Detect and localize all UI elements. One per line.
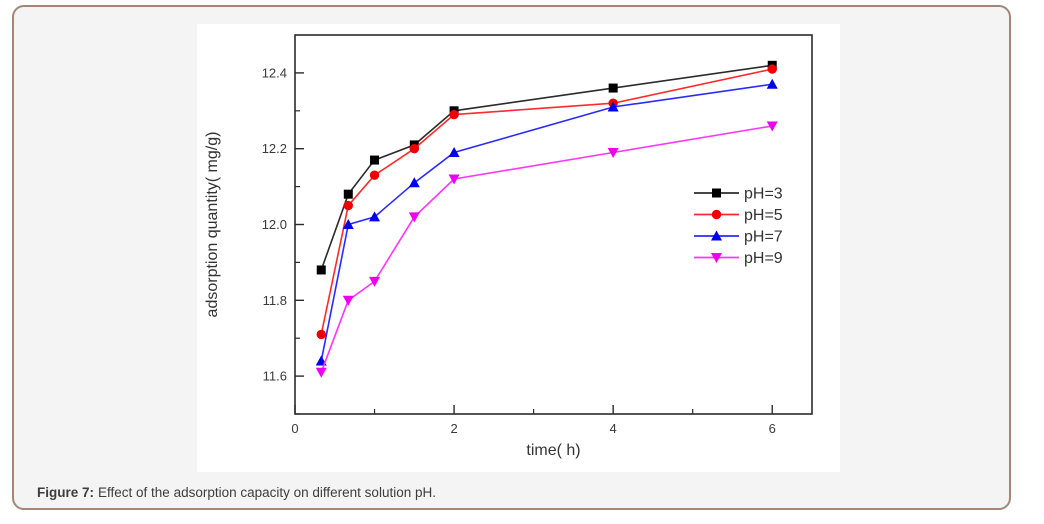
figure-panel: 0 2 4 6 11.6 11.8 12.0 12.2 12.4 time( h) adsorpti… [197,24,840,472]
legend-marker [711,230,722,241]
series-ph-7-marker [369,211,381,222]
y-tick-label: 11.8 [263,293,287,308]
plot-border [294,34,813,415]
series-ph-5-marker [449,109,459,120]
series-ph-7-marker [766,78,778,89]
legend-label: pH=7 [744,229,783,246]
x-tick-label: 2 [450,421,457,436]
series-ph-3-line [320,64,773,271]
series-ph-9-marker [607,147,619,158]
y-tick-label: 11.6 [263,369,287,384]
series-ph-7-marker [448,146,460,157]
figure-card: 0 2 4 6 11.6 11.8 12.0 12.2 12.4 time( h) adsorpti… [12,5,1011,510]
y-tick-label: 12.0 [262,217,287,232]
figure-caption-text: Effect of the adsorption capacity on dif… [98,485,436,500]
series-ph-5-marker [316,329,326,340]
series-ph-5-marker [369,170,380,180]
series-ph-5-marker [767,64,777,74]
y-tick-label: 12.4 [262,65,287,80]
x-tick-label: 0 [291,421,298,436]
series-ph-9-marker [315,367,327,378]
series-ph-9-marker [342,295,354,306]
x-tick-label: 4 [610,421,617,436]
series-ph-5-marker [343,200,353,211]
series-ph-9-line [320,125,773,373]
adsorption-chart: 0 2 4 6 11.6 11.8 12.0 12.2 12.4 time( h) adsorpti… [204,34,813,459]
legend-label: pH=3 [744,186,783,203]
series-ph-7-marker [408,177,420,188]
figure-caption-label: Figure 7: [37,485,95,500]
series-ph-9-marker [408,212,420,223]
legend-marker [711,253,722,263]
series-ph-3-marker [316,265,326,275]
legend-label: pH=9 [744,250,783,267]
legend-label: pH=5 [744,207,783,224]
series-ph-3-marker [343,189,353,199]
series-ph-7-marker [607,101,619,112]
series-ph-5-line [320,68,773,335]
series-ph-3-marker [370,155,380,165]
series-ph-7-marker [342,219,354,229]
series-ph-9-marker [766,121,778,132]
legend-marker [711,209,722,220]
series-ph-7-line [320,83,773,362]
series-ph-5-marker [409,144,420,154]
x-tick-label: 6 [769,421,776,436]
y-axis-label: adsorption quantity( mg/g) [204,132,221,318]
y-tick-label: 12.2 [262,141,287,156]
x-axis-label: time( h) [526,442,580,459]
legend-marker [712,188,721,198]
series-ph-3-marker [608,83,618,93]
series-ph-9-marker [448,174,460,185]
figure-caption: Figure 7: Effect of the adsorption capaci… [37,484,977,501]
series-ph-9-marker [369,276,381,287]
